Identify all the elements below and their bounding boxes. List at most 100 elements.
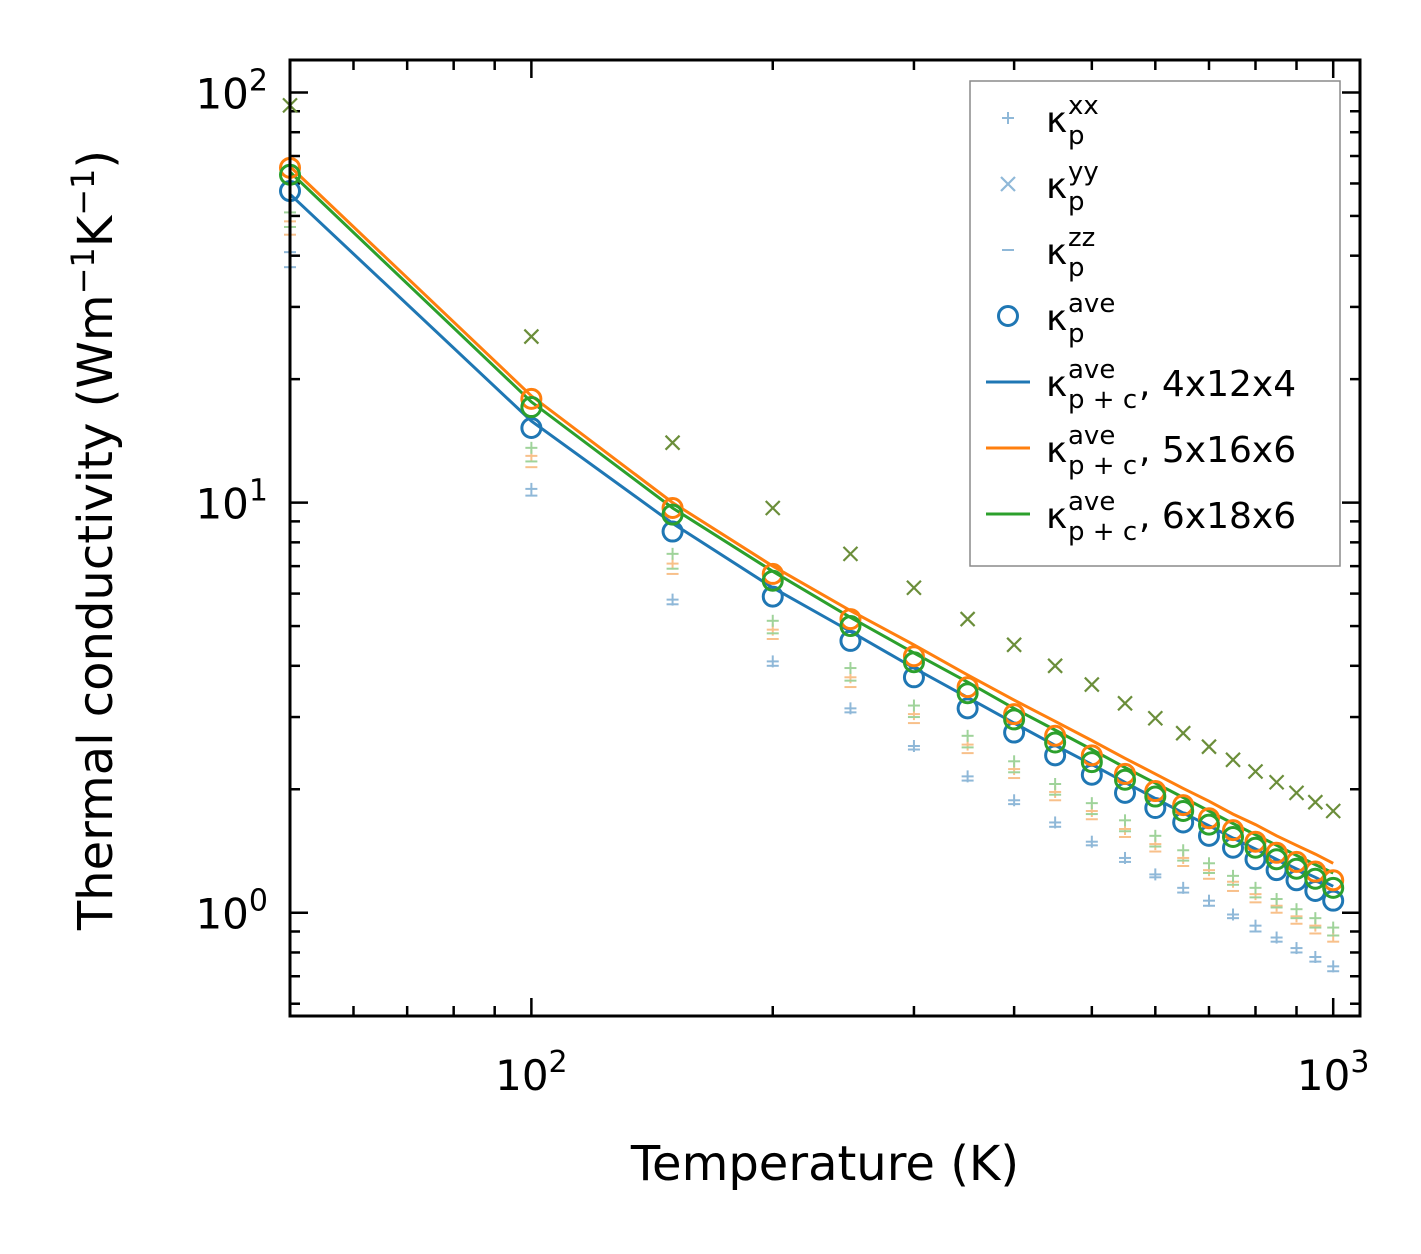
legend-label: κ — [1046, 496, 1067, 537]
data-point-kxx_6x18x6 — [1249, 881, 1262, 894]
data-point-kave_6x18x6 — [902, 651, 925, 674]
data-point-kave_6x18x6 — [1044, 731, 1067, 754]
data-point-kyy-b — [1117, 695, 1133, 712]
data-point-kyy — [1175, 725, 1191, 741]
series-kyy — [282, 97, 1341, 819]
data-point-kxx_6x18x6 — [907, 699, 920, 712]
legend-label: κ — [1046, 364, 1067, 405]
x-tick-label: 102 — [495, 1045, 568, 1100]
data-point-kave_6x18x6 — [1222, 825, 1245, 848]
data-point-kave_6x18x6 — [1322, 876, 1345, 899]
data-point-kave_6x18x6 — [1197, 813, 1220, 836]
data-point-kyy-b — [1268, 774, 1285, 791]
legend-label-sup: ave — [1068, 421, 1115, 451]
legend-marker-x-b — [1000, 176, 1016, 192]
y-axis-title-mid: K — [68, 214, 124, 247]
data-point-kxx_6x18x6 — [961, 729, 974, 742]
data-point-kave_6x18x6 — [956, 682, 979, 705]
data-point-kave_6x18x6 — [661, 503, 684, 526]
data-point-kave_5x16x6 — [1172, 794, 1195, 817]
data-point-kxx_6x18x6 — [766, 614, 779, 627]
data-point-kyy — [1225, 752, 1241, 768]
legend-marker-x — [1000, 176, 1016, 192]
data-point-kxx_6x18x6 — [1085, 797, 1098, 810]
data-point-kyy-b — [1325, 803, 1341, 819]
data-point-kave_4x12x4 — [520, 417, 543, 440]
data-point-kave_6x18x6 — [520, 396, 543, 419]
data-point-kxx_6x18x6 — [844, 662, 857, 675]
data-point-kyy — [1307, 794, 1324, 810]
data-point-kave_6x18x6 — [1114, 768, 1137, 791]
data-point-kxx_6x18x6 — [1149, 829, 1162, 842]
data-point-kxx_4x12x4 — [1202, 894, 1215, 907]
y-axis-title-end: ) — [68, 150, 124, 169]
data-point-kyy-b — [1288, 785, 1305, 801]
plot-series — [279, 97, 1345, 973]
data-point-kxx_6x18x6 — [1270, 893, 1283, 906]
series-kxx_6x18x6 — [284, 206, 1340, 934]
legend-label-sup: zz — [1068, 223, 1095, 253]
y-axis-title-sup2: −1 — [64, 169, 102, 216]
data-point-kyy — [764, 500, 781, 516]
data-point-kyy — [842, 546, 859, 562]
data-point-kyy-b — [959, 611, 976, 627]
data-point-kave_6x18x6 — [1265, 848, 1288, 871]
legend-label-sup: ave — [1068, 289, 1115, 319]
y-tick-label: 100 — [195, 884, 268, 939]
data-point-kxx_6x18x6 — [1119, 814, 1132, 827]
data-point-kyy-b — [842, 546, 859, 562]
legend-label: κ — [1046, 232, 1067, 273]
legend-label: κ — [1046, 100, 1067, 141]
data-point-kyy-b — [906, 579, 922, 596]
data-point-kxx_6x18x6 — [1309, 912, 1322, 925]
data-point-kave_5x16x6 — [1044, 724, 1067, 747]
y-axis-title-sup1: −1 — [64, 247, 102, 294]
data-point-kave_6x18x6 — [761, 569, 784, 592]
data-point-kave_6x18x6 — [1244, 836, 1267, 859]
series-kzz_5x16x6 — [284, 233, 1340, 943]
legend-box — [969, 80, 1341, 567]
data-point-kxx_6x18x6 — [1227, 869, 1240, 882]
legend-label-sub: p + c — [1068, 385, 1137, 415]
data-point-kyy — [1006, 637, 1022, 653]
data-point-kave_4x12x4 — [1144, 797, 1167, 820]
data-point-kyy — [664, 434, 681, 451]
data-point-kxx_6x18x6 — [1202, 857, 1215, 870]
data-point-kave_5x16x6 — [902, 645, 925, 668]
x-tick-label: 103 — [1297, 1045, 1370, 1100]
data-point-kyy — [1247, 763, 1264, 780]
legend-marker-plus — [1002, 112, 1014, 124]
legend-label-suffix: , 4x12x4 — [1139, 364, 1296, 405]
x-axis-title: Temperature (K) — [630, 1136, 1019, 1192]
legend-label-sup: ave — [1068, 487, 1115, 517]
plot-frame — [288, 58, 1362, 1018]
data-point-kave_4x12x4 — [1172, 811, 1195, 834]
data-point-kave_5x16x6 — [956, 676, 979, 699]
data-point-kxx_6x18x6 — [1008, 755, 1021, 768]
data-point-kave_4x12x4 — [661, 520, 684, 543]
data-point-kyy-b — [1175, 725, 1191, 741]
series-kzz_6x18x6 — [284, 225, 1340, 937]
data-point-kyy — [1047, 658, 1063, 674]
data-point-kyy-b — [1047, 658, 1063, 674]
data-point-kyy-b — [1201, 738, 1217, 755]
data-point-kyy — [1117, 695, 1133, 712]
y-tick-label: 101 — [195, 474, 268, 529]
data-point-kyy-b — [1225, 752, 1241, 768]
y-axis-title-main: Thermal conductivity (Wm — [68, 294, 124, 931]
data-point-kave_5x16x6 — [839, 608, 862, 631]
data-point-kave_4x12x4 — [761, 585, 784, 608]
data-point-kxx_6x18x6 — [525, 441, 538, 454]
legend-label-sup: ave — [1068, 355, 1115, 385]
legend-label: κ — [1046, 430, 1067, 471]
data-point-kyy-b — [1006, 637, 1022, 653]
legend-label-suffix: , 5x16x6 — [1139, 430, 1296, 471]
data-point-kyy — [523, 328, 540, 345]
legend-label-sub: p — [1068, 187, 1085, 217]
data-point-kave_6x18x6 — [1304, 867, 1327, 890]
data-point-kxx_6x18x6 — [1177, 844, 1190, 857]
data-point-kyy-b — [1307, 794, 1324, 810]
data-point-kave_5x16x6 — [520, 387, 543, 410]
data-point-kyy — [959, 611, 976, 627]
data-point-kyy — [1268, 774, 1285, 791]
